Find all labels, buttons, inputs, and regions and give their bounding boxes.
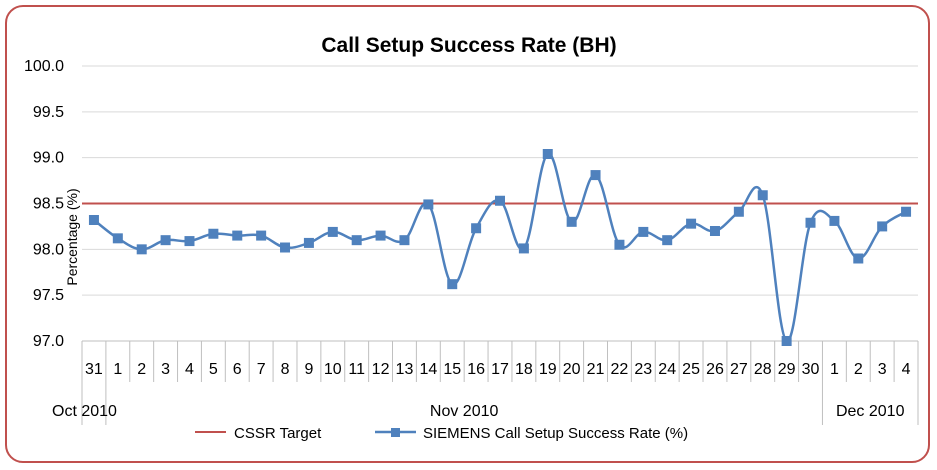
data-point xyxy=(781,336,792,346)
x-tick-label: 31 xyxy=(85,361,103,378)
data-point xyxy=(280,242,291,253)
x-tick-label: 28 xyxy=(754,361,772,378)
data-point xyxy=(566,216,577,227)
data-point xyxy=(686,218,697,229)
x-tick-label: 3 xyxy=(161,361,170,378)
data-point xyxy=(590,170,601,181)
data-point xyxy=(733,206,744,217)
x-tick-label: 5 xyxy=(209,361,218,378)
data-point xyxy=(709,226,720,236)
data-point xyxy=(136,244,147,255)
x-tick-label: 12 xyxy=(372,361,390,378)
x-tick-label: 14 xyxy=(419,361,437,378)
x-tick-label: 18 xyxy=(515,361,533,378)
series-siemens-cssr xyxy=(88,149,912,346)
y-tick-label: 99.0 xyxy=(33,150,64,167)
x-tick-label: 1 xyxy=(113,361,122,378)
x-axis: 31 1 2 3 4 5 6 7 8 9 10 11 12 13 14 15 16 17 18 19 20 21 22 23 2… xyxy=(52,340,919,425)
y-tick-label: 99.5 xyxy=(33,104,64,121)
x-group-label: Dec 2010 xyxy=(836,403,905,420)
legend-label-siemens: SIEMENS Call Setup Success Rate (%) xyxy=(423,425,688,442)
data-point xyxy=(375,230,386,241)
y-tick-label: 98.0 xyxy=(33,241,64,258)
series-line-siemens xyxy=(93,152,907,343)
x-tick-label: 4 xyxy=(902,361,911,378)
x-tick-label: 15 xyxy=(443,361,461,378)
data-point xyxy=(447,279,458,290)
data-point xyxy=(805,217,816,228)
x-tick-label: 3 xyxy=(878,361,887,378)
data-point xyxy=(256,230,267,241)
x-tick-label: 27 xyxy=(730,361,748,378)
data-point xyxy=(829,215,840,226)
x-tick-label: 17 xyxy=(491,361,509,378)
x-tick-label: 8 xyxy=(281,361,290,378)
data-point xyxy=(88,215,99,225)
y-tick-label: 97.0 xyxy=(33,333,64,350)
data-point xyxy=(232,230,243,241)
x-tick-label: 16 xyxy=(467,361,485,378)
x-tick-label: 1 xyxy=(830,361,839,378)
x-tick-label: 4 xyxy=(185,361,194,378)
data-point xyxy=(471,223,482,234)
data-point xyxy=(423,199,434,210)
x-tick-label: 20 xyxy=(563,361,581,378)
data-point xyxy=(757,190,768,201)
x-tick-label: 23 xyxy=(634,361,652,378)
y-axis-label: Percentage (%) xyxy=(64,188,80,285)
chart-frame xyxy=(5,5,930,463)
x-tick-label: 30 xyxy=(802,361,820,378)
x-tick-label: 29 xyxy=(778,361,796,378)
data-point xyxy=(112,233,123,244)
x-tick-label: 13 xyxy=(396,361,414,378)
data-point xyxy=(208,228,219,239)
x-tick-label: 10 xyxy=(324,361,342,378)
data-point xyxy=(853,253,864,264)
x-group-label: Oct 2010 xyxy=(52,403,117,420)
data-point xyxy=(351,235,362,246)
data-point xyxy=(399,235,410,246)
x-tick-label: 9 xyxy=(304,361,313,378)
legend: CSSR Target SIEMENS Call Setup Success R… xyxy=(195,425,688,442)
x-tick-label: 24 xyxy=(658,361,676,378)
y-axis-ticks: 100.0 99.5 99.0 98.5 98.0 97.5 97.0 xyxy=(24,58,64,350)
x-tick-label: 6 xyxy=(233,361,242,378)
data-point xyxy=(303,237,314,248)
chart-title: Call Setup Success Rate (BH) xyxy=(321,34,616,57)
x-tick-label: 21 xyxy=(587,361,605,378)
legend-label-cssr-target: CSSR Target xyxy=(234,425,322,442)
data-point xyxy=(184,236,195,247)
x-tick-label: 7 xyxy=(257,361,266,378)
x-tick-label: 11 xyxy=(348,361,365,378)
x-tick-label: 25 xyxy=(682,361,700,378)
data-point xyxy=(327,226,338,237)
data-point xyxy=(518,243,529,254)
data-point xyxy=(614,239,625,250)
y-tick-label: 100.0 xyxy=(24,58,64,75)
x-tick-label: 19 xyxy=(539,361,557,378)
x-tick-label: 2 xyxy=(137,361,146,378)
data-point xyxy=(662,235,673,246)
x-tick-label: 26 xyxy=(706,361,724,378)
data-point xyxy=(542,149,553,159)
x-group-label: Nov 2010 xyxy=(430,403,499,420)
data-point xyxy=(877,221,888,232)
x-tick-label: 2 xyxy=(854,361,863,378)
y-tick-label: 97.5 xyxy=(33,287,64,304)
y-tick-label: 98.5 xyxy=(33,196,64,213)
x-tick-label: 22 xyxy=(611,361,629,378)
data-point xyxy=(901,206,912,217)
data-point xyxy=(495,195,505,206)
data-point xyxy=(638,226,649,237)
data-point xyxy=(160,235,171,246)
legend-marker-siemens xyxy=(391,428,400,437)
